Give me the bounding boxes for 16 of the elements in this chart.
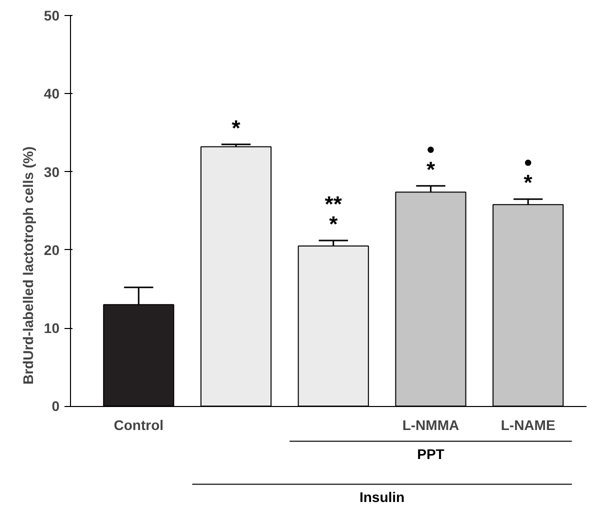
text: Insulin xyxy=(359,488,405,505)
y-tick-label: 30 xyxy=(44,164,60,180)
data-label: ** * xyxy=(324,192,342,237)
y-tick-label: 10 xyxy=(44,320,60,336)
data-label: • * xyxy=(426,136,436,182)
y-tick-label: 20 xyxy=(44,242,60,258)
text: PPT xyxy=(417,446,445,462)
x-tick-label: Control xyxy=(114,417,164,434)
y-tick-label: 0 xyxy=(52,398,60,414)
y-axis-title: BrdUrd-labelled lactotroph cells (%) xyxy=(20,146,36,385)
x-tick-label: L-NAME xyxy=(500,417,556,434)
y-tick-label: 40 xyxy=(44,86,60,102)
data-label: • * xyxy=(524,150,533,196)
data-label: * xyxy=(232,116,241,140)
x-tick-label: L-NMMA xyxy=(402,417,460,434)
y-tick-label: 50 xyxy=(44,8,60,24)
